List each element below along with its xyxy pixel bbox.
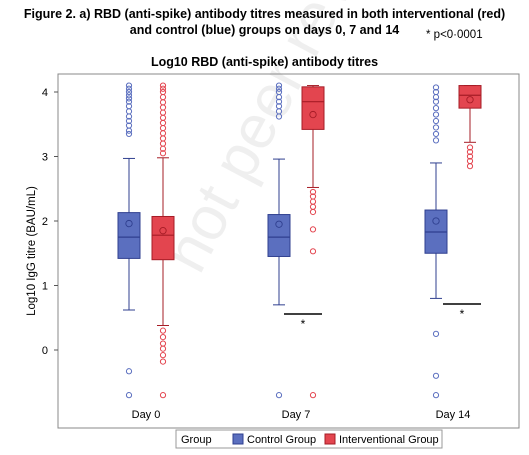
- mean-marker: [275, 220, 283, 228]
- outlier-point: [125, 117, 133, 125]
- outlier-point: [432, 130, 440, 138]
- outlier-point: [432, 124, 440, 131]
- figure-caption: Figure 2. a) RBD (anti-spike) antibody t…: [0, 6, 529, 38]
- outlier-point: [309, 392, 317, 399]
- outlier-point: [159, 334, 167, 341]
- significance-marker: *: [460, 307, 465, 321]
- outlier-point: [309, 208, 317, 216]
- x-tick-label: Day 7: [282, 409, 311, 421]
- outlier-point: [159, 352, 167, 359]
- y-tick-label: 4: [42, 87, 48, 99]
- outlier-point: [125, 82, 133, 89]
- outlier-point: [159, 119, 167, 127]
- y-axis-label: Log10 IgG titre (BAU/mL): [26, 186, 38, 316]
- outlier-point: [432, 105, 440, 112]
- mean-marker: [432, 217, 440, 225]
- significance-note: * p<0·0001: [426, 29, 483, 41]
- outlier-point: [309, 188, 317, 196]
- outlier-point: [432, 330, 440, 337]
- legend-label: Interventional Group: [339, 434, 439, 446]
- outlier-point: [432, 137, 440, 144]
- outlier-point: [125, 130, 133, 138]
- outlier-point: [275, 392, 283, 399]
- outlier-point: [125, 92, 133, 99]
- outlier-point: [159, 94, 167, 101]
- outlier-point: [275, 82, 283, 89]
- outlier-point: [432, 98, 440, 105]
- outlier-point: [125, 95, 133, 102]
- outlier-point: [466, 144, 474, 151]
- outlier-point: [309, 203, 317, 210]
- outlier-point: [159, 114, 167, 121]
- outlier-point: [432, 111, 440, 118]
- outlier-point: [125, 392, 133, 399]
- legend-title: Group: [181, 434, 212, 446]
- outlier-point: [309, 226, 317, 233]
- outlier-point: [159, 150, 167, 157]
- outlier-point: [159, 109, 167, 116]
- caption-line-1: Figure 2. a) RBD (anti-spike) antibody t…: [23, 7, 506, 21]
- outlier-point: [159, 340, 167, 347]
- outlier-point: [159, 85, 167, 92]
- outlier-point: [159, 88, 167, 96]
- outlier-point: [159, 104, 167, 111]
- outlier-point: [275, 108, 283, 115]
- outlier-point: [275, 103, 283, 110]
- outlier-point: [432, 88, 440, 96]
- y-tick-label: 1: [42, 281, 48, 293]
- outlier-point: [159, 392, 167, 399]
- outlier-point: [159, 130, 167, 137]
- outlier-point: [125, 85, 133, 92]
- outlier-point: [432, 392, 440, 399]
- y-tick-label: 0: [42, 345, 48, 357]
- outlier-point: [159, 345, 167, 352]
- outlier-point: [275, 88, 283, 96]
- box: [267, 214, 291, 257]
- outlier-point: [159, 125, 167, 132]
- outlier-point: [275, 113, 283, 120]
- outlier-point: [432, 84, 440, 91]
- outlier-point: [159, 327, 167, 334]
- outlier-point: [159, 99, 167, 106]
- outlier-point: [125, 98, 133, 105]
- outlier-point: [125, 122, 133, 129]
- outlier-point: [125, 368, 133, 375]
- box: [151, 215, 175, 261]
- mean-marker: [125, 219, 133, 228]
- caption-line-2: and control (blue) groups on days 0, 7 a…: [129, 23, 400, 37]
- outlier-point: [432, 372, 440, 379]
- y-tick-label: 3: [42, 152, 48, 164]
- outlier-point: [125, 103, 133, 110]
- plot-frame: [57, 73, 520, 429]
- outlier-point: [466, 163, 474, 170]
- outlier-point: [125, 88, 133, 96]
- outlier-point: [159, 140, 167, 147]
- mean-marker: [309, 110, 317, 119]
- x-tick-label: Day 0: [132, 409, 161, 421]
- box: [301, 86, 325, 130]
- legend-label: Control Group: [247, 434, 316, 446]
- outlier-point: [125, 108, 133, 115]
- outlier-point: [309, 198, 317, 205]
- outlier-point: [309, 248, 317, 255]
- y-tick-label: 2: [42, 216, 48, 228]
- mean-marker: [466, 96, 474, 104]
- outlier-point: [159, 358, 167, 365]
- outlier-point: [275, 98, 283, 105]
- outlier-point: [466, 148, 474, 156]
- outlier-point: [432, 117, 440, 125]
- mean-marker: [159, 227, 167, 235]
- legend-swatch: [232, 433, 244, 445]
- chart-title: Log10 RBD (anti-spike) antibody titres: [150, 55, 379, 69]
- outlier-point: [125, 127, 133, 134]
- x-tick-label: Day 14: [436, 409, 471, 421]
- box: [117, 212, 141, 259]
- legend-swatch: [324, 433, 336, 445]
- outlier-point: [159, 82, 167, 89]
- outlier-point: [159, 135, 167, 142]
- outlier-point: [275, 85, 283, 92]
- significance-marker: *: [301, 317, 306, 331]
- outlier-point: [466, 153, 474, 160]
